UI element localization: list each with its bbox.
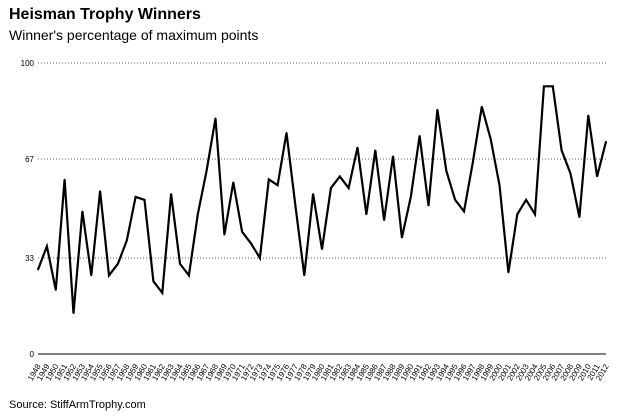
data-point [303,274,306,277]
data-point [196,213,199,216]
source-note: Source: StiffArmTrophy.com [9,399,146,411]
data-point [188,274,190,277]
data-point [418,134,421,137]
data-point [134,196,137,198]
chart-title: Heisman Trophy Winners [9,6,201,23]
data-point [285,132,288,134]
data-point [161,292,164,294]
data-point [605,140,607,143]
data-point [463,210,465,213]
data-point [374,149,377,152]
data-point [409,196,412,198]
y-tick-label: 0 [30,350,35,359]
data-point [516,213,519,216]
data-point [63,178,66,181]
data-point [267,178,270,181]
data-point [578,216,581,219]
data-point [338,175,341,178]
data-point [436,108,439,111]
data-point [587,114,590,117]
data-point [276,184,279,187]
data-point [445,169,448,172]
data-point [569,172,572,175]
data-point [507,271,510,274]
data-point [356,146,359,149]
y-tick-label: 33 [25,254,34,263]
data-point [81,210,84,213]
data-point [117,262,119,265]
data-point [551,85,554,88]
data-point [392,155,394,157]
data-point [214,117,217,120]
data-point [498,184,501,187]
data-point [179,262,181,265]
data-point [37,268,39,271]
data-point [596,175,598,178]
data-point [472,161,474,163]
data-point [347,187,350,189]
data-point [489,137,492,140]
data-point [560,149,563,152]
chart-subtitle: Winner's percentage of maximum points [9,27,259,43]
data-point [90,274,93,277]
data-point [205,169,208,172]
series-line [36,85,608,314]
data-point [152,280,155,283]
data-point [241,230,243,233]
data-point [72,312,75,315]
data-point [525,198,527,201]
data-point [543,85,545,88]
data-point [125,239,128,242]
y-tick-label: 67 [25,155,34,164]
data-point [46,245,48,248]
data-point [294,204,297,207]
data-point [321,248,323,251]
data-point [232,181,235,184]
data-point [170,193,172,195]
data-point [480,105,483,108]
data-point [99,190,101,192]
data-point [330,187,332,189]
data-point [427,204,430,207]
data-point [143,198,146,201]
data-point [223,233,226,236]
data-point [365,213,368,216]
data-point [54,289,57,291]
data-point [383,219,385,221]
y-tick-label: 100 [21,59,35,68]
data-point [259,257,261,259]
data-point [454,198,456,201]
data-point [534,213,536,216]
data-point [108,274,110,277]
data-point [250,242,252,245]
data-point [401,236,403,239]
data-point [312,193,314,195]
